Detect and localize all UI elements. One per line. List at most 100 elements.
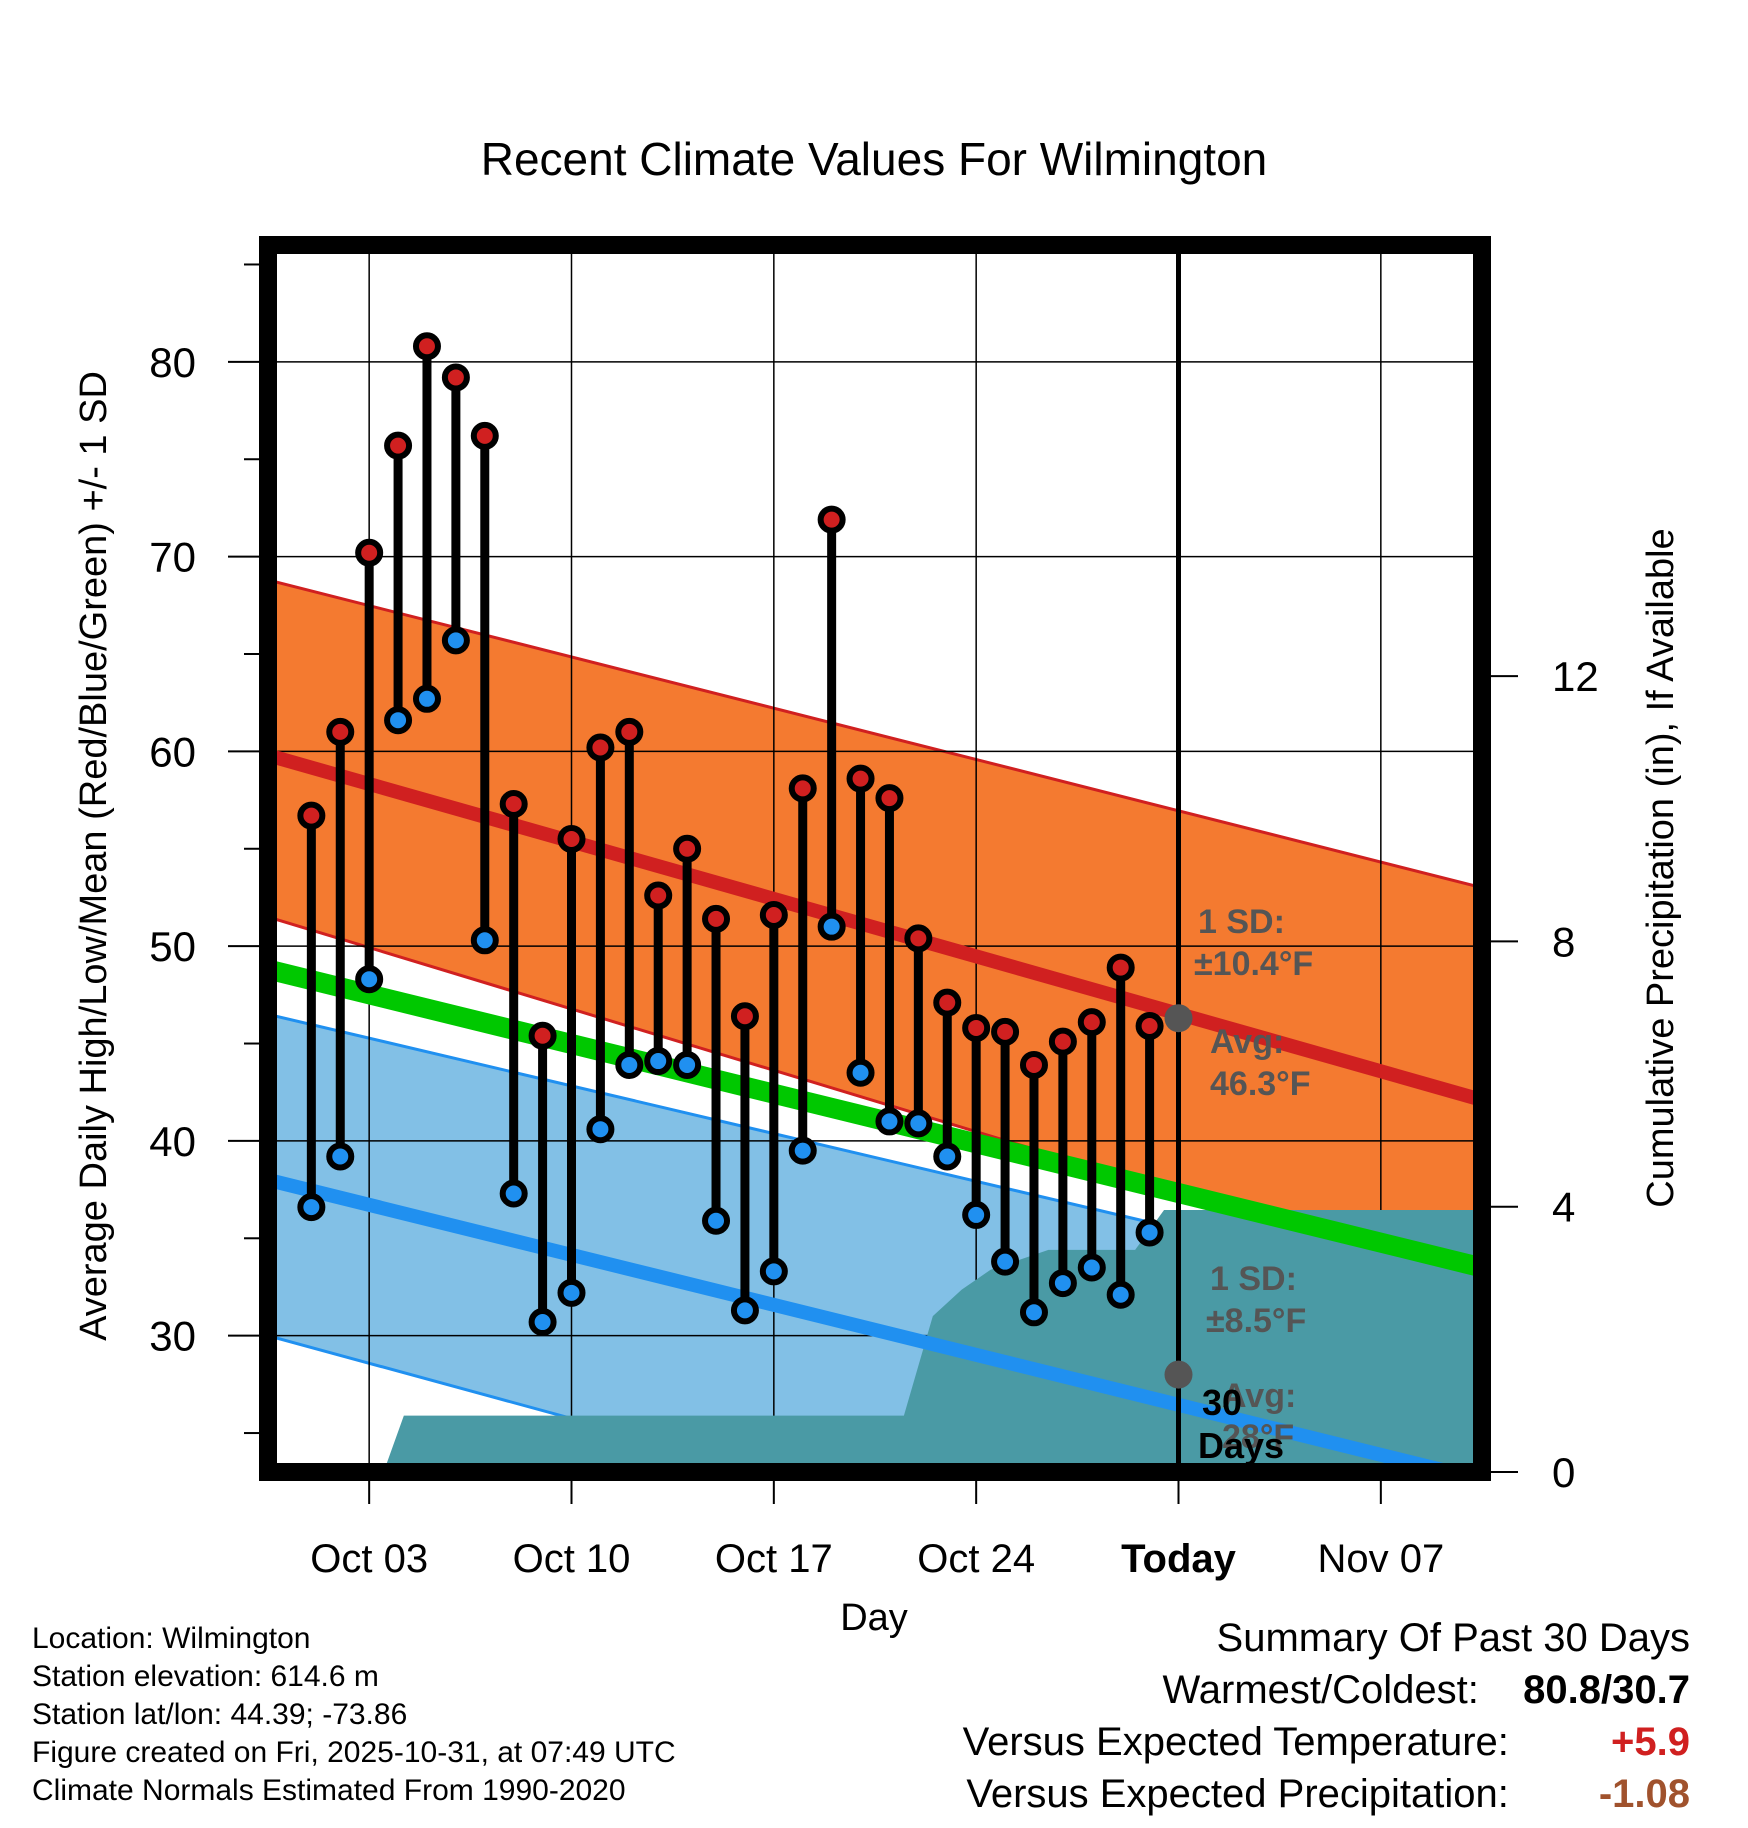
low-point [846, 1058, 875, 1087]
high-sd-value: ±10.4°F [1194, 945, 1313, 983]
daily-range-stems [306, 346, 1155, 1323]
high-point [991, 1017, 1020, 1046]
low-point [499, 1179, 528, 1208]
low-point [528, 1308, 557, 1337]
high-point [759, 900, 788, 929]
high-point [586, 733, 615, 762]
summary-precip-row: Versus Expected Precipitation: -1.08 [900, 1768, 1690, 1820]
high-point [1019, 1050, 1048, 1079]
y-tick-label: 70 [149, 534, 196, 581]
low-point [586, 1115, 615, 1144]
low-normal-line [268, 1173, 1480, 1472]
precip-value: -1.08 [1598, 1772, 1690, 1816]
high-sd-label: 1 SD: [1198, 903, 1285, 941]
latlon-text: Station lat/lon: 44.39; -73.86 [32, 1698, 408, 1731]
high-point [817, 505, 846, 534]
high-avg-marker [1164, 1004, 1193, 1033]
low-point [702, 1206, 731, 1235]
chart-title: Recent Climate Values For Wilmington [481, 133, 1268, 185]
high-point [702, 904, 731, 933]
low-avg-label: Avg: [1222, 1377, 1296, 1415]
warmest-value: 80.8/30.7 [1523, 1668, 1690, 1712]
high-point [962, 1013, 991, 1042]
high-point [615, 717, 644, 746]
precip-label: Versus Expected Precipitation: [966, 1772, 1509, 1816]
low-point [673, 1050, 702, 1079]
y2-axis-label: Cumulative Precipitation (in), If Availa… [1640, 528, 1682, 1207]
high-point [297, 801, 326, 830]
precip-days-label: Days [1198, 1425, 1284, 1466]
warmest-label: Warmest/Coldest: [1162, 1668, 1479, 1712]
low-avg-value: 28°F [1222, 1418, 1294, 1456]
high-point [384, 431, 413, 460]
x-tick-label: Oct 10 [513, 1537, 631, 1581]
x-tick-label: Oct 03 [310, 1537, 428, 1581]
high-point [557, 825, 586, 854]
low-sd-label: 1 SD: [1210, 1260, 1297, 1298]
low-point [933, 1142, 962, 1171]
high-point [499, 789, 528, 818]
axes: 30 40 50 60 70 80 0 4 8 12 Oct 03 Oct 10 Oct 17 Oct 2… [149, 263, 1599, 1581]
normals-text: Climate Normals Estimated From 1990-2020 [32, 1774, 626, 1807]
low-point [557, 1278, 586, 1307]
y-tick-label: 40 [149, 1118, 196, 1165]
plot-frame [259, 236, 1491, 1481]
y-tick-label: 50 [149, 923, 196, 970]
annotations: 1 SD: ±10.4°F Avg: 46.3°F 1 SD: ±8.5°F A… [1164, 903, 1313, 1466]
x-tick-label: Oct 24 [917, 1537, 1035, 1581]
location-text: Location: Wilmington [32, 1622, 311, 1655]
high-point [470, 421, 499, 450]
high-normal-line [268, 748, 1482, 1107]
low-point [788, 1136, 817, 1165]
summary-title: Summary Of Past 30 Days [1216, 1616, 1690, 1660]
low-point [355, 965, 384, 994]
low-point [904, 1109, 933, 1138]
station-info: Location: Wilmington Station elevation: … [32, 1620, 676, 1810]
y-tick-label: 60 [149, 728, 196, 775]
x-tick-label: Nov 07 [1317, 1537, 1444, 1581]
high-avg-value: 46.3°F [1210, 1065, 1311, 1103]
high-point [441, 363, 470, 392]
high-point [788, 774, 817, 803]
high-point [1048, 1027, 1077, 1056]
high-point [933, 988, 962, 1017]
high-point [326, 717, 355, 746]
mean-normal-line [268, 959, 1482, 1278]
y-tick-label: 80 [149, 339, 196, 386]
low-point [730, 1296, 759, 1325]
low-point [1135, 1218, 1164, 1247]
y2-tick-label: 8 [1552, 918, 1575, 965]
low-point [991, 1247, 1020, 1276]
summary-temp-row: Versus Expected Temperature: +5.9 [900, 1716, 1690, 1768]
low-point [441, 626, 470, 655]
low-point [759, 1257, 788, 1286]
high-point [1077, 1008, 1106, 1037]
high-point [875, 784, 904, 813]
high-point [1135, 1011, 1164, 1040]
normal-lines [268, 245, 1482, 1472]
summary-warmest-row: Warmest/Coldest: 80.8/30.7 [900, 1664, 1691, 1716]
high-point [355, 538, 384, 567]
y2-tick-label: 0 [1552, 1449, 1575, 1496]
y2-tick-label: 4 [1552, 1184, 1575, 1231]
temp-label: Versus Expected Temperature: [962, 1720, 1509, 1764]
daily-points [297, 332, 1164, 1337]
low-point [962, 1200, 991, 1229]
low-avg-marker [1164, 1360, 1193, 1389]
x-tick-label: Today [1121, 1537, 1237, 1581]
low-point [1019, 1298, 1048, 1327]
low-point [644, 1047, 673, 1076]
low-point [297, 1193, 326, 1222]
summary-panel: Summary Of Past 30 Days Warmest/Coldest:… [900, 1612, 1690, 1820]
low-point [326, 1142, 355, 1171]
high-point [904, 924, 933, 953]
low-point [470, 926, 499, 955]
y-tick-label: 30 [149, 1313, 196, 1360]
x-axis-label: Day [840, 1597, 908, 1639]
high-point [730, 1002, 759, 1031]
low-point [412, 684, 441, 713]
temp-value: +5.9 [1611, 1720, 1690, 1764]
high-point [412, 332, 441, 361]
y2-tick-label: 12 [1552, 653, 1599, 700]
